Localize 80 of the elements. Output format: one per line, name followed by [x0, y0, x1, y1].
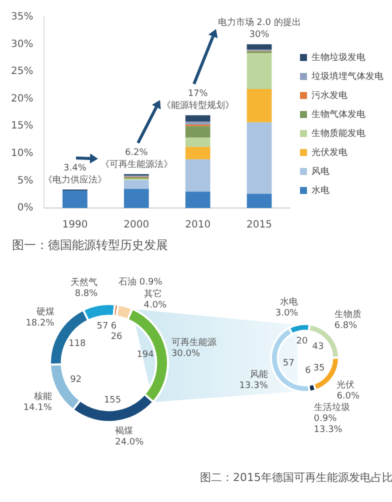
text: 92: [70, 375, 82, 386]
data-label: 6.8%: [334, 321, 358, 332]
bar: [246, 44, 272, 50]
annotation: 3.4%: [64, 163, 87, 174]
y-tick-label: 10%: [10, 148, 34, 160]
bar: [185, 115, 210, 122]
bar: [246, 89, 272, 122]
annotation: 《可再生能源法》: [100, 159, 172, 170]
slice-label: 石油 0.9%: [118, 276, 163, 288]
text: 118: [68, 339, 86, 350]
text: 6: [110, 321, 117, 332]
text: 13.3%: [314, 424, 342, 435]
slice-label: 风能: [250, 368, 268, 380]
data-label: 6.0%: [336, 392, 360, 402]
slice-label: 生物质: [334, 309, 362, 320]
legend-label: 光伏发电: [312, 146, 348, 158]
y-tick-label: 25%: [10, 66, 34, 78]
slice-label: 水电: [280, 296, 298, 308]
data-label: 8.8%: [74, 288, 98, 299]
annotation: 30%: [249, 30, 270, 40]
data-label: 3.0%: [275, 308, 299, 318]
slice-label: 其它: [144, 288, 162, 300]
slice-label: 光伏: [336, 380, 355, 391]
bar: [246, 194, 272, 208]
bar: [246, 53, 272, 90]
annotation: 电力市场 2.0 的提出: [218, 17, 301, 28]
bar: [185, 122, 210, 125]
y-tick-label: 20%: [10, 93, 34, 104]
text: 图一：德国能源转型历史发展: [12, 237, 168, 254]
data-label: 4.0%: [144, 300, 168, 310]
y-tick-label: 35%: [10, 12, 34, 23]
data-label: 13.3%: [239, 380, 268, 391]
x-tick-label: 1990: [62, 220, 88, 231]
slice-label: 生活垃圾: [314, 402, 350, 413]
slice-label: 褐煤: [115, 426, 134, 437]
text: 57: [96, 322, 108, 332]
y-tick-label: 5%: [17, 175, 34, 186]
text: 26: [110, 332, 122, 342]
slice-label: 天然气: [70, 276, 98, 288]
bar: [246, 122, 272, 194]
bar: [185, 138, 210, 147]
text: 6: [305, 366, 311, 376]
bar: [185, 146, 210, 160]
legend-label: 生物垃圾发电: [312, 52, 366, 63]
bar: [124, 180, 149, 189]
annotation: 《电力供应法》: [43, 174, 106, 186]
data-label: 30.0%: [171, 348, 200, 359]
annotation: 6.2%: [124, 148, 148, 158]
bar: [62, 190, 88, 208]
text: 57: [282, 358, 294, 369]
annotation: 17%: [188, 89, 208, 100]
legend-label: 污水发电: [312, 90, 348, 101]
text: 43: [312, 342, 324, 352]
annotation: 《能源转型规划》: [162, 100, 234, 112]
slice-label: 核能: [32, 390, 52, 402]
legend-label: 生物气体发电: [312, 108, 366, 120]
x-tick-label: 2015: [246, 220, 272, 231]
text: 35: [313, 363, 325, 374]
text: 20: [296, 336, 308, 346]
bar: [185, 126, 210, 138]
bar: [185, 192, 210, 208]
legend-label: 生物质能发电: [312, 128, 366, 139]
text: 155: [104, 395, 122, 406]
data-label: 18.2%: [26, 318, 55, 329]
bar: [185, 159, 210, 192]
x-tick-label: 2000: [124, 220, 150, 231]
data-label: 14.1%: [23, 402, 52, 413]
y-tick-label: 0%: [17, 202, 34, 214]
y-tick-label: 15%: [10, 120, 34, 132]
data-label: 0.9%: [314, 414, 338, 424]
slice-label: 可再生能源: [171, 336, 216, 348]
x-tick-label: 2010: [185, 220, 211, 231]
slice-label: 硬煤: [36, 306, 54, 318]
legend-label: 垃圾填埋气体发电: [310, 70, 384, 82]
y-tick-label: 30%: [10, 38, 34, 50]
legend-label: 水电: [312, 184, 330, 196]
legend-label: 风电: [312, 166, 330, 177]
data-label: 24.0%: [115, 438, 144, 448]
bar: [124, 188, 149, 208]
text: 194: [136, 350, 154, 360]
